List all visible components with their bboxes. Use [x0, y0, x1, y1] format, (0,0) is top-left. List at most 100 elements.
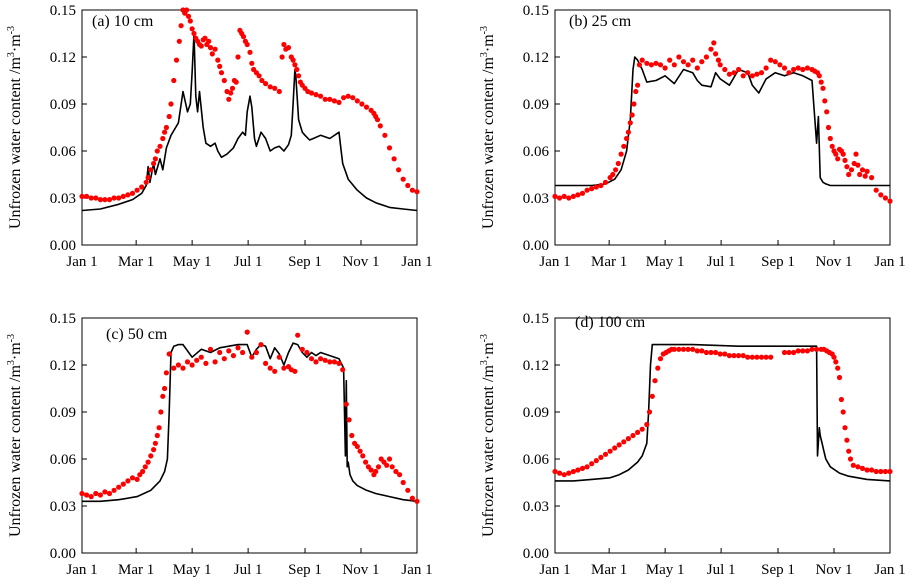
observed-point	[202, 35, 208, 41]
y-axis-title-main: Unfrozen water content /m	[7, 57, 24, 229]
observed-point	[322, 357, 328, 363]
observed-point	[557, 470, 563, 476]
observed-point	[745, 70, 751, 76]
observed-point	[88, 494, 94, 500]
x-tick-label: Jul 1	[707, 254, 736, 270]
observed-point	[235, 345, 241, 351]
observed-point	[79, 193, 85, 199]
observed-point	[831, 354, 837, 360]
observed-point	[187, 18, 193, 24]
observed-point	[713, 51, 719, 57]
observed-point	[676, 54, 682, 60]
observed-point	[171, 365, 177, 371]
observed-point	[281, 41, 287, 48]
observed-point	[680, 346, 687, 352]
observed-point	[318, 93, 324, 99]
observed-point	[726, 353, 733, 359]
observed-point	[171, 77, 177, 84]
observed-point	[736, 353, 742, 359]
axis-ticks: Jan 1 Mar 1 May 1 Jul 1 Sep 1 Nov 1 Jan 10.000…	[523, 311, 906, 578]
observed-point	[846, 448, 852, 454]
observed-point	[84, 492, 90, 498]
observed-point	[308, 90, 315, 96]
observed-point	[754, 354, 760, 360]
observed-point	[140, 468, 146, 475]
observed-point	[649, 393, 655, 399]
observed-point	[630, 432, 636, 439]
observed-point	[162, 385, 168, 392]
observed-point	[671, 346, 677, 352]
x-tick-label: Sep 1	[288, 562, 322, 578]
observed-point	[267, 84, 273, 90]
observed-point	[322, 96, 328, 102]
observed-point	[247, 49, 253, 55]
observed-point	[162, 129, 168, 135]
observed-point	[184, 7, 190, 13]
observed-point	[633, 88, 639, 95]
data-marks	[552, 40, 893, 204]
x-tick-label: Jul 1	[707, 562, 736, 578]
y-tick-label: 0.03	[523, 499, 549, 515]
observed-point	[409, 495, 415, 501]
observed-point	[844, 437, 850, 443]
x-tick-label: May 1	[646, 254, 685, 270]
observed-point	[838, 396, 845, 403]
observed-point	[111, 487, 117, 493]
observed-point	[189, 362, 195, 368]
observed-point	[791, 349, 797, 356]
observed-point	[624, 135, 630, 142]
x-tick-label: May 1	[173, 562, 212, 578]
observed-point	[125, 478, 131, 484]
observed-point	[593, 458, 599, 464]
observed-point	[230, 353, 236, 359]
observed-point	[377, 123, 383, 129]
observed-point	[228, 90, 234, 96]
observed-point	[374, 117, 381, 123]
observed-point	[731, 70, 737, 76]
observed-point	[740, 353, 746, 359]
observed-point	[708, 349, 714, 356]
observed-point	[791, 66, 797, 73]
observed-point	[869, 175, 875, 181]
observed-point	[853, 151, 859, 157]
observed-point	[249, 60, 255, 66]
y-tick-label: 0.00	[50, 546, 76, 562]
panel-title: (b) 25 cm	[569, 13, 632, 30]
observed-point	[629, 112, 635, 118]
observed-point	[621, 143, 627, 149]
observed-point	[824, 109, 830, 115]
panel-title: (a) 10 cm	[92, 13, 154, 30]
observed-point	[281, 365, 287, 371]
x-tick-label: Jan 1	[874, 254, 905, 270]
observed-point	[173, 57, 180, 63]
observed-point	[198, 354, 204, 360]
observed-point	[786, 349, 792, 356]
observed-point	[97, 492, 103, 498]
observed-point	[209, 51, 215, 57]
observed-point	[363, 459, 369, 465]
observed-point	[249, 354, 255, 360]
observed-point	[166, 113, 172, 120]
observed-point	[414, 498, 420, 504]
observed-point	[566, 195, 572, 201]
x-tick-label: Jan 1	[66, 254, 97, 270]
observed-point	[768, 57, 774, 63]
observed-point	[229, 85, 236, 91]
x-tick-label: Jul 1	[234, 254, 263, 270]
y-axis-title-sup2: -3	[6, 334, 17, 342]
observed-point	[207, 346, 214, 352]
observed-point	[360, 453, 366, 459]
observed-point	[143, 179, 149, 185]
observed-point	[825, 124, 832, 131]
observed-point	[375, 464, 382, 470]
observed-point	[873, 468, 879, 475]
y-axis-title-mid: ·m	[480, 34, 497, 52]
observed-point	[142, 464, 148, 470]
observed-point	[120, 481, 126, 487]
observed-point	[345, 93, 351, 99]
observed-point	[145, 459, 151, 465]
observed-point	[129, 475, 136, 481]
observed-point	[703, 349, 710, 356]
observed-point	[400, 176, 406, 182]
observed-point	[781, 65, 788, 71]
